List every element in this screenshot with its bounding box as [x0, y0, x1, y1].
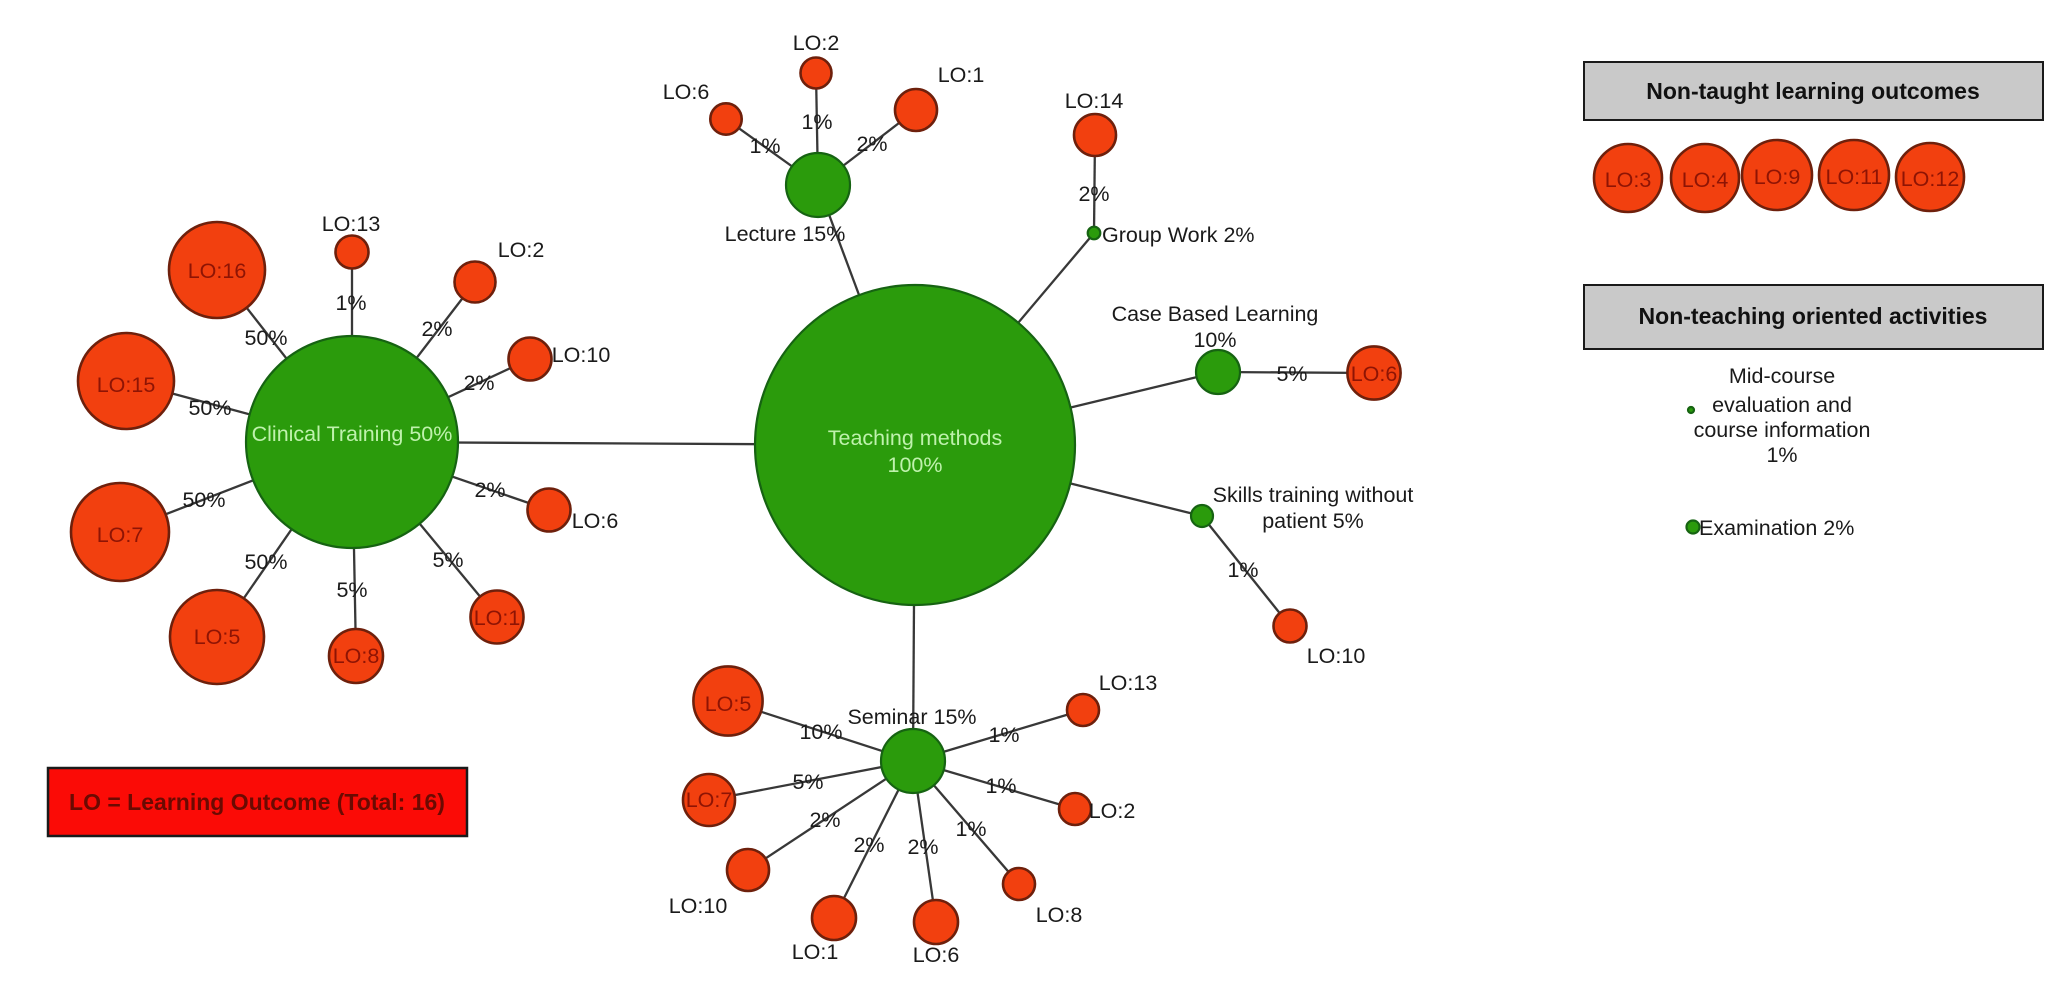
svg-text:1%: 1%	[801, 110, 832, 134]
svg-text:LO:13: LO:13	[1099, 671, 1158, 695]
svg-text:2%: 2%	[474, 478, 505, 502]
svg-text:5%: 5%	[432, 548, 463, 572]
svg-text:LO:7: LO:7	[97, 523, 144, 547]
svg-text:LO:8: LO:8	[333, 644, 380, 668]
svg-text:patient 5%: patient 5%	[1262, 509, 1364, 533]
svg-text:Group Work 2%: Group Work 2%	[1102, 223, 1255, 247]
svg-text:10%: 10%	[799, 720, 842, 744]
svg-text:Mid-course: Mid-course	[1729, 364, 1835, 388]
svg-text:2%: 2%	[1078, 182, 1109, 206]
svg-text:5%: 5%	[336, 578, 367, 602]
svg-text:LO:11: LO:11	[1826, 165, 1883, 189]
svg-text:2%: 2%	[907, 835, 938, 859]
svg-text:course information: course information	[1694, 418, 1871, 442]
svg-text:LO:3: LO:3	[1605, 168, 1652, 192]
svg-text:LO:5: LO:5	[705, 692, 752, 716]
svg-text:50%: 50%	[182, 488, 225, 512]
svg-text:LO:6: LO:6	[913, 943, 960, 967]
svg-text:LO:10: LO:10	[552, 343, 611, 367]
svg-text:100%: 100%	[888, 453, 943, 477]
svg-text:LO:7: LO:7	[686, 788, 733, 812]
svg-text:Seminar 15%: Seminar 15%	[847, 705, 976, 729]
svg-text:1%: 1%	[988, 723, 1019, 747]
svg-text:2%: 2%	[856, 132, 887, 156]
svg-text:LO:13: LO:13	[322, 212, 381, 236]
svg-text:LO:1: LO:1	[474, 606, 521, 630]
svg-text:1%: 1%	[1766, 443, 1797, 467]
svg-text:10%: 10%	[1193, 328, 1236, 352]
svg-text:1%: 1%	[749, 134, 780, 158]
svg-text:1%: 1%	[1227, 558, 1258, 582]
svg-text:LO:6: LO:6	[663, 80, 710, 104]
svg-text:LO:8: LO:8	[1036, 903, 1083, 927]
svg-text:Clinical Training 50%: Clinical Training 50%	[252, 422, 453, 446]
svg-text:2%: 2%	[809, 808, 840, 832]
svg-text:2%: 2%	[463, 371, 494, 395]
svg-text:5%: 5%	[792, 770, 823, 794]
svg-text:2%: 2%	[853, 833, 884, 857]
svg-text:LO:10: LO:10	[669, 894, 728, 918]
svg-text:LO:2: LO:2	[793, 31, 840, 55]
svg-text:LO:2: LO:2	[1089, 799, 1136, 823]
svg-text:Case Based Learning: Case Based Learning	[1112, 302, 1319, 326]
svg-text:LO:2: LO:2	[498, 238, 545, 262]
svg-text:LO:1: LO:1	[792, 940, 839, 964]
svg-text:Non-taught learning outcomes: Non-taught learning outcomes	[1646, 78, 1980, 104]
svg-text:1%: 1%	[955, 817, 986, 841]
svg-text:LO:5: LO:5	[194, 625, 241, 649]
svg-text:50%: 50%	[188, 396, 231, 420]
svg-text:LO:16: LO:16	[188, 259, 247, 283]
svg-text:LO:15: LO:15	[97, 373, 156, 397]
svg-text:LO:9: LO:9	[1754, 165, 1801, 189]
svg-text:Examination 2%: Examination 2%	[1699, 516, 1854, 540]
svg-text:LO:6: LO:6	[1351, 362, 1398, 386]
svg-text:50%: 50%	[244, 550, 287, 574]
svg-text:LO = Learning Outcome (Total:: LO = Learning Outcome (Total: 16)	[69, 789, 445, 815]
svg-text:evaluation and: evaluation and	[1712, 393, 1852, 417]
svg-text:Non-teaching oriented activiti: Non-teaching oriented activities	[1639, 303, 1988, 329]
svg-text:LO:12: LO:12	[1901, 167, 1960, 191]
svg-text:LO:1: LO:1	[938, 63, 985, 87]
svg-text:LO:14: LO:14	[1065, 89, 1124, 113]
svg-text:Lecture 15%: Lecture 15%	[725, 222, 846, 246]
svg-text:1%: 1%	[335, 291, 366, 315]
svg-text:50%: 50%	[244, 326, 287, 350]
svg-text:LO:6: LO:6	[572, 509, 619, 533]
svg-text:LO:4: LO:4	[1682, 168, 1729, 192]
svg-text:1%: 1%	[985, 774, 1016, 798]
svg-text:LO:10: LO:10	[1307, 644, 1366, 668]
svg-text:2%: 2%	[421, 317, 452, 341]
svg-text:Skills training without: Skills training without	[1213, 483, 1414, 507]
svg-text:5%: 5%	[1276, 362, 1307, 386]
svg-text:Teaching methods: Teaching methods	[828, 426, 1003, 450]
